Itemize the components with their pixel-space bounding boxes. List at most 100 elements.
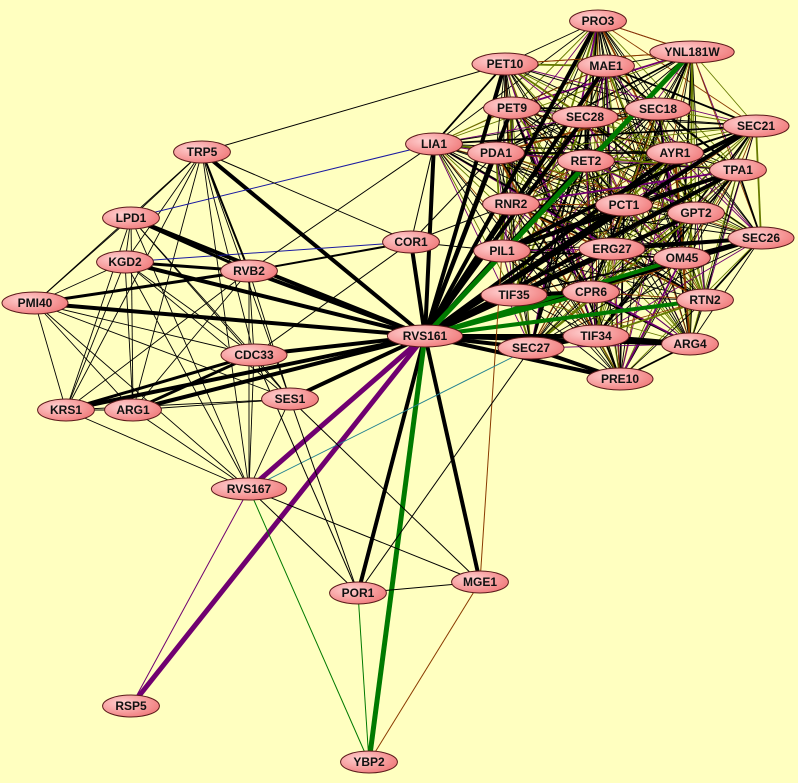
node-ellipse[interactable] (483, 96, 541, 120)
node-cpr6[interactable]: CPR6 (562, 280, 620, 304)
edge-rvs167-por1 (248, 488, 359, 594)
edge-sec21-lia1 (433, 125, 757, 145)
node-mge1[interactable]: MGE1 (451, 570, 509, 594)
node-ellipse[interactable] (37, 398, 95, 422)
node-ellipse[interactable] (1, 291, 69, 315)
node-sec18[interactable]: SEC18 (624, 97, 692, 121)
node-arg4[interactable]: ARG4 (661, 332, 719, 356)
node-rnr2[interactable]: RNR2 (482, 192, 540, 216)
node-label: CDC33 (234, 348, 274, 362)
node-krs1[interactable]: KRS1 (37, 398, 95, 422)
node-ellipse[interactable] (451, 570, 509, 594)
node-ellipse[interactable] (220, 259, 278, 283)
node-ellipse[interactable] (667, 201, 725, 225)
node-pda1[interactable]: PDA1 (467, 141, 525, 165)
node-mae1[interactable]: MAE1 (577, 54, 635, 78)
node-pet9[interactable]: PET9 (483, 96, 541, 120)
node-ellipse[interactable] (210, 477, 288, 501)
node-ellipse[interactable] (96, 250, 154, 274)
node-ellipse[interactable] (562, 280, 620, 304)
node-lpd1[interactable]: LPD1 (102, 206, 160, 230)
node-pmi40[interactable]: PMI40 (1, 291, 69, 315)
node-ybp2[interactable]: YBP2 (340, 750, 398, 774)
node-ses1[interactable]: SES1 (261, 387, 319, 411)
node-pro3[interactable]: PRO3 (569, 9, 627, 33)
node-ellipse[interactable] (382, 230, 440, 254)
node-ellipse[interactable] (473, 239, 531, 263)
node-ellipse[interactable] (480, 283, 548, 307)
node-ellipse[interactable] (467, 141, 525, 165)
node-pet10[interactable]: PET10 (471, 52, 539, 76)
node-ellipse[interactable] (497, 336, 565, 360)
edge-cdc33-rvb2 (248, 270, 255, 356)
node-pil1[interactable]: PIL1 (473, 239, 531, 263)
node-ellipse[interactable] (386, 324, 464, 348)
node-label: MAE1 (589, 59, 623, 73)
node-kgd2[interactable]: KGD2 (96, 250, 154, 274)
node-lia1[interactable]: LIA1 (405, 132, 463, 156)
node-label: TIF34 (580, 329, 612, 343)
node-tif34[interactable]: TIF34 (562, 324, 630, 348)
node-erg27[interactable]: ERG27 (578, 237, 646, 261)
node-trp5[interactable]: TRP5 (173, 140, 231, 164)
node-rsp5[interactable]: RSP5 (102, 694, 160, 718)
edge-pet10-gpt2 (504, 63, 697, 214)
edge-rvs161-pmi40 (34, 301, 426, 338)
node-ellipse[interactable] (577, 54, 635, 78)
node-ellipse[interactable] (340, 750, 398, 774)
node-ellipse[interactable] (727, 226, 795, 250)
node-ellipse[interactable] (676, 288, 734, 312)
node-sec28[interactable]: SEC28 (551, 105, 619, 129)
node-ellipse[interactable] (646, 141, 704, 165)
node-ellipse[interactable] (220, 343, 288, 367)
node-rtn2[interactable]: RTN2 (676, 288, 734, 312)
node-label: PIL1 (489, 244, 515, 258)
node-tif35[interactable]: TIF35 (480, 283, 548, 307)
node-ellipse[interactable] (649, 40, 735, 64)
node-ellipse[interactable] (173, 140, 231, 164)
node-ellipse[interactable] (405, 132, 463, 156)
node-por1[interactable]: POR1 (329, 581, 387, 605)
node-ellipse[interactable] (471, 52, 539, 76)
node-rvs167[interactable]: RVS167 (210, 477, 288, 501)
node-label: RTN2 (689, 293, 721, 307)
node-ellipse[interactable] (551, 105, 619, 129)
node-ellipse[interactable] (569, 9, 627, 33)
node-ellipse[interactable] (261, 387, 319, 411)
node-cdc33[interactable]: CDC33 (220, 343, 288, 367)
node-ynl181w[interactable]: YNL181W (649, 40, 735, 64)
node-ellipse[interactable] (102, 206, 160, 230)
node-sec26[interactable]: SEC26 (727, 226, 795, 250)
node-tpa1[interactable]: TPA1 (709, 158, 767, 182)
node-ellipse[interactable] (653, 246, 711, 270)
node-ellipse[interactable] (578, 237, 646, 261)
node-ellipse[interactable] (661, 332, 719, 356)
node-sec27[interactable]: SEC27 (497, 336, 565, 360)
node-ellipse[interactable] (624, 97, 692, 121)
node-pre10[interactable]: PRE10 (586, 367, 654, 391)
node-arg1[interactable]: ARG1 (104, 398, 162, 422)
node-ayr1[interactable]: AYR1 (646, 141, 704, 165)
node-label: MGE1 (463, 575, 497, 589)
node-ellipse[interactable] (104, 398, 162, 422)
node-om45[interactable]: OM45 (653, 246, 711, 270)
node-ellipse[interactable] (562, 324, 630, 348)
node-label: SEC21 (737, 119, 775, 133)
node-rvb2[interactable]: RVB2 (220, 259, 278, 283)
node-ret2[interactable]: RET2 (557, 149, 615, 173)
node-ellipse[interactable] (329, 581, 387, 605)
node-rvs161[interactable]: RVS161 (386, 324, 464, 348)
node-sec21[interactable]: SEC21 (722, 114, 790, 138)
node-ellipse[interactable] (102, 694, 160, 718)
node-ellipse[interactable] (709, 158, 767, 182)
edge-ses1-rvs167 (248, 398, 291, 490)
node-cor1[interactable]: COR1 (382, 230, 440, 254)
node-ellipse[interactable] (722, 114, 790, 138)
node-ellipse[interactable] (557, 149, 615, 173)
node-gpt2[interactable]: GPT2 (667, 201, 725, 225)
node-ellipse[interactable] (586, 367, 654, 391)
node-pct1[interactable]: PCT1 (595, 193, 653, 217)
node-ellipse[interactable] (482, 192, 540, 216)
node-label: SEC18 (639, 102, 677, 116)
node-ellipse[interactable] (595, 193, 653, 217)
